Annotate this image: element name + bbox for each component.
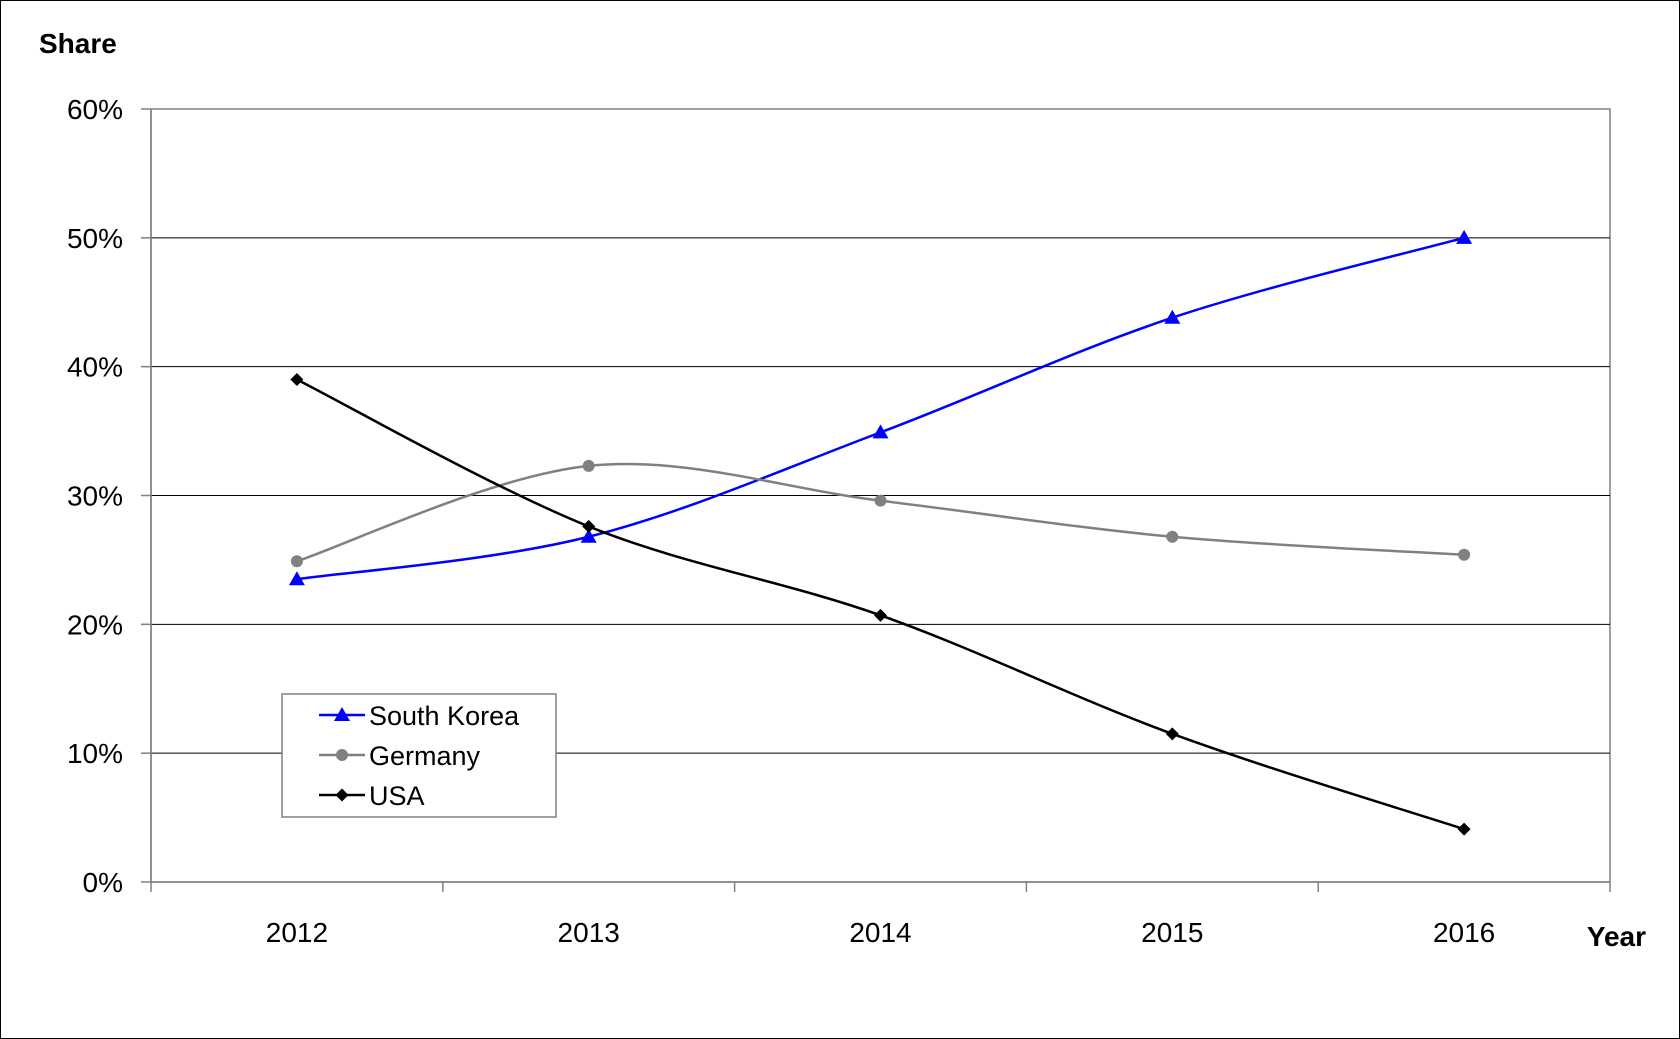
y-tick-label: 30% [67, 481, 123, 512]
germany-point [1458, 548, 1471, 561]
y-tick-label: 10% [67, 738, 123, 769]
legend-label-south-korea: South Korea [369, 701, 520, 731]
x-tick-label: 2012 [266, 917, 328, 948]
x-axis-title: Year [1587, 921, 1646, 952]
x-tick-label: 2014 [849, 917, 911, 948]
legend-marker-usa [335, 788, 349, 802]
usa-point [1165, 727, 1179, 741]
y-tick-label: 40% [67, 352, 123, 383]
usa-point [290, 373, 304, 387]
germany-point [1166, 530, 1179, 543]
y-axis-title: Share [39, 28, 117, 59]
x-tick-label: 2013 [558, 917, 620, 948]
y-tick-label: 50% [67, 223, 123, 254]
y-tick-label: 20% [67, 609, 123, 640]
x-tick-label: 2016 [1433, 917, 1495, 948]
usa-point [1457, 822, 1471, 836]
south-korea-point [288, 571, 305, 586]
legend-marker-south-korea [334, 707, 350, 721]
x-tick-label: 2015 [1141, 917, 1203, 948]
usa-point [874, 608, 887, 622]
germany-point [582, 459, 595, 472]
legend-label-usa: USA [369, 781, 425, 811]
south-korea-point [1164, 309, 1181, 324]
usa-point [582, 519, 596, 533]
germany-point [874, 494, 887, 507]
legend-label-germany: Germany [369, 741, 481, 771]
y-tick-label: 60% [67, 94, 123, 125]
south-korea-point [872, 424, 889, 439]
south-korea-point [580, 528, 597, 543]
y-tick-label: 0% [83, 867, 123, 898]
legend-marker-germany [336, 749, 348, 761]
germany-point [290, 555, 303, 568]
south-korea-point [1456, 229, 1473, 244]
